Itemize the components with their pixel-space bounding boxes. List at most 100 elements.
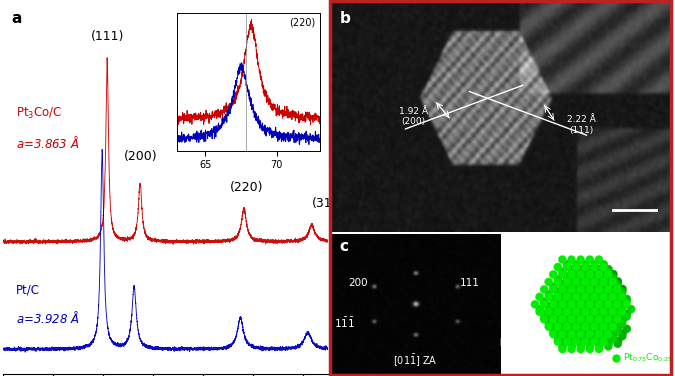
Circle shape	[605, 277, 613, 285]
Circle shape	[586, 300, 594, 308]
Circle shape	[595, 298, 603, 306]
Circle shape	[604, 315, 612, 323]
Circle shape	[614, 280, 622, 288]
Circle shape	[605, 293, 613, 300]
Circle shape	[614, 340, 622, 348]
Circle shape	[581, 275, 589, 284]
Circle shape	[568, 283, 576, 291]
Circle shape	[618, 330, 626, 338]
Circle shape	[568, 310, 576, 318]
Circle shape	[554, 330, 563, 338]
Text: 2.22 Å
(111): 2.22 Å (111)	[567, 115, 595, 135]
Circle shape	[605, 340, 613, 348]
Circle shape	[586, 340, 595, 348]
Circle shape	[591, 285, 599, 293]
Circle shape	[554, 302, 562, 311]
Circle shape	[595, 256, 603, 264]
Circle shape	[558, 343, 567, 350]
Circle shape	[587, 307, 595, 315]
Circle shape	[591, 338, 599, 346]
Text: 111: 111	[460, 277, 480, 288]
Circle shape	[595, 277, 603, 285]
Circle shape	[604, 285, 612, 293]
Circle shape	[573, 270, 581, 278]
Circle shape	[568, 280, 576, 288]
Circle shape	[595, 295, 603, 303]
Circle shape	[554, 315, 563, 323]
Circle shape	[563, 290, 571, 298]
Circle shape	[545, 320, 553, 328]
Circle shape	[563, 338, 571, 346]
Circle shape	[587, 293, 595, 300]
Circle shape	[572, 305, 580, 313]
Circle shape	[609, 275, 617, 284]
Circle shape	[618, 315, 626, 323]
Circle shape	[568, 337, 576, 345]
Circle shape	[568, 327, 576, 335]
Circle shape	[576, 345, 585, 353]
Circle shape	[591, 275, 599, 284]
Circle shape	[564, 285, 572, 293]
Circle shape	[545, 305, 553, 313]
Circle shape	[577, 265, 585, 273]
Circle shape	[550, 322, 558, 330]
Circle shape	[591, 335, 599, 343]
Circle shape	[568, 293, 576, 300]
Circle shape	[600, 317, 608, 326]
Circle shape	[591, 323, 599, 331]
Circle shape	[591, 302, 599, 311]
Circle shape	[595, 340, 603, 348]
Circle shape	[618, 320, 626, 328]
Circle shape	[586, 310, 595, 318]
Circle shape	[554, 305, 562, 313]
Circle shape	[595, 337, 603, 345]
Circle shape	[605, 307, 613, 315]
Circle shape	[568, 285, 576, 293]
Circle shape	[559, 325, 567, 333]
Circle shape	[554, 332, 562, 340]
Circle shape	[604, 312, 612, 321]
Circle shape	[595, 270, 603, 279]
Text: Pt$_3$Co/C: Pt$_3$Co/C	[16, 106, 62, 121]
Circle shape	[614, 307, 622, 315]
Circle shape	[595, 265, 603, 273]
Circle shape	[564, 300, 572, 308]
Circle shape	[591, 288, 599, 296]
Circle shape	[618, 317, 626, 326]
Circle shape	[577, 307, 585, 315]
Circle shape	[595, 293, 603, 300]
Circle shape	[609, 320, 617, 328]
Circle shape	[618, 302, 626, 311]
Circle shape	[609, 302, 617, 311]
Circle shape	[609, 332, 617, 340]
Circle shape	[568, 343, 576, 350]
Circle shape	[582, 300, 590, 308]
Circle shape	[595, 285, 603, 293]
Circle shape	[581, 290, 589, 298]
Circle shape	[591, 305, 599, 313]
Circle shape	[586, 343, 594, 350]
Text: 1$\bar{1}\bar{1}$: 1$\bar{1}\bar{1}$	[334, 316, 355, 330]
Circle shape	[563, 278, 571, 286]
Circle shape	[536, 305, 544, 313]
Circle shape	[591, 273, 599, 281]
Circle shape	[599, 335, 608, 343]
Circle shape	[572, 260, 580, 268]
Circle shape	[573, 315, 581, 323]
Circle shape	[595, 307, 603, 315]
Circle shape	[609, 335, 617, 343]
Circle shape	[563, 320, 571, 328]
Circle shape	[605, 265, 613, 273]
Circle shape	[549, 330, 558, 338]
Circle shape	[545, 308, 553, 316]
Circle shape	[577, 277, 585, 285]
Circle shape	[576, 285, 585, 293]
Circle shape	[609, 288, 617, 296]
Circle shape	[563, 263, 571, 271]
Circle shape	[609, 278, 617, 286]
Circle shape	[599, 290, 608, 298]
Circle shape	[572, 302, 580, 311]
Circle shape	[576, 270, 585, 279]
Text: 1.92 Å
(200): 1.92 Å (200)	[398, 107, 427, 126]
Circle shape	[559, 340, 567, 348]
